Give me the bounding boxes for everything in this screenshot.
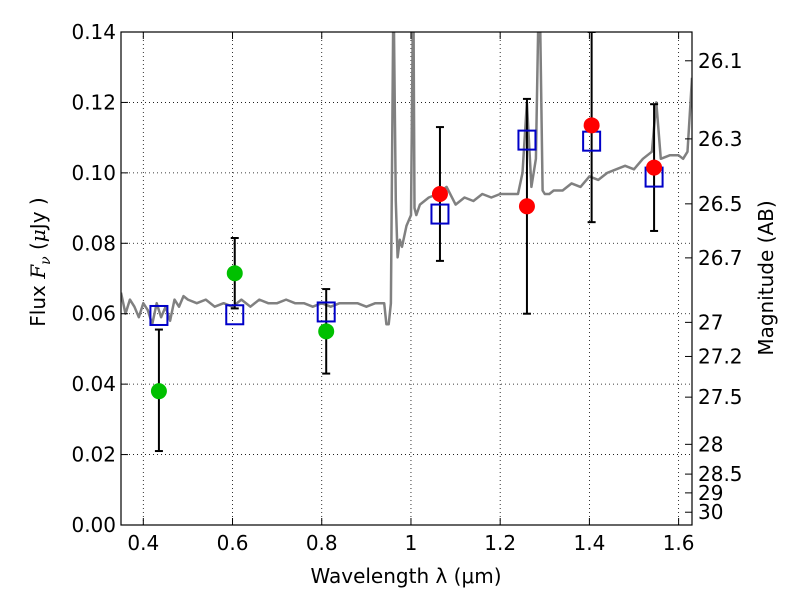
- magnitude-tick-label: 29: [698, 481, 723, 505]
- x-tick-label: 0.8: [306, 531, 338, 555]
- y-axis-label-subscript: ν: [38, 256, 54, 265]
- spectrum-layer: [121, 32, 692, 326]
- blue-square-marker: [316, 301, 336, 323]
- x-tick-label: 1.2: [484, 531, 516, 555]
- y-tick-label: 0.06: [71, 302, 116, 326]
- magnitude-tick-label: 27.5: [698, 385, 743, 409]
- magnitude-tick-label: 27: [698, 310, 723, 334]
- y-axis-label: Flux Fν (μJy ): [26, 197, 54, 326]
- magnitude-tick-label: 26.1: [698, 49, 743, 73]
- y-tick-label: 0.10: [71, 161, 116, 185]
- secondary-y-axis-label: Magnitude (AB): [754, 200, 778, 355]
- green-circle-marker: [318, 323, 335, 340]
- plot-area: [121, 32, 692, 525]
- magnitude-tick-label: 28: [698, 432, 723, 456]
- blue-square-marker: [517, 129, 537, 151]
- y-axis-label-symbol: F: [26, 264, 50, 280]
- red-circle-marker: [431, 185, 448, 202]
- green-circle-marker: [150, 383, 167, 400]
- blue-square-marker: [149, 304, 169, 326]
- magnitude-tick-label: 26.7: [698, 246, 743, 270]
- x-tick-label: 0.4: [127, 531, 159, 555]
- red-circle-marker: [518, 198, 535, 215]
- plot-frame: [120, 31, 693, 526]
- x-tick-label: 1.4: [573, 531, 605, 555]
- y-axis-label-open-paren: (: [26, 242, 50, 256]
- magnitude-tick-label: 26.3: [698, 127, 743, 151]
- y-tick-label: 0.08: [71, 231, 116, 255]
- magnitude-tick-label: 27.2: [698, 344, 743, 368]
- green-circle-marker: [226, 265, 243, 282]
- magnitude-tick-label: 26.5: [698, 192, 743, 216]
- magnitude-tick-label: 28.5: [698, 462, 743, 486]
- y-tick-label: 0.12: [71, 90, 116, 114]
- y-tick-label: 0.14: [71, 20, 116, 44]
- red-circle-marker: [646, 159, 663, 176]
- tick-layer: 0.4 0.6 0.8 1 1.2 1.4 1.6 0.00 0.02 0.04 0.06 0.08 0…: [71, 20, 742, 555]
- y-tick-label: 0.04: [71, 372, 116, 396]
- y-axis-label-unit: Jy ): [26, 197, 50, 231]
- red-circle-marker: [583, 117, 600, 134]
- x-axis-label: Wavelength λ (μm): [310, 564, 501, 588]
- y-axis-label-mu: μ: [26, 229, 50, 242]
- x-tick-label: 0.6: [217, 531, 249, 555]
- x-tick-label: 1.6: [663, 531, 695, 555]
- magnitude-tick-label: 30: [698, 500, 723, 524]
- x-tick-label: 1: [405, 531, 418, 555]
- y-axis-label-prefix: Flux: [26, 279, 50, 327]
- marker-layer: [149, 117, 664, 400]
- y-tick-label: 0.02: [71, 443, 116, 467]
- blue-square-marker: [430, 203, 450, 225]
- y-tick-label: 0.00: [71, 513, 116, 537]
- model-spectrum-line: [121, 32, 692, 326]
- blue-square-marker: [225, 304, 245, 326]
